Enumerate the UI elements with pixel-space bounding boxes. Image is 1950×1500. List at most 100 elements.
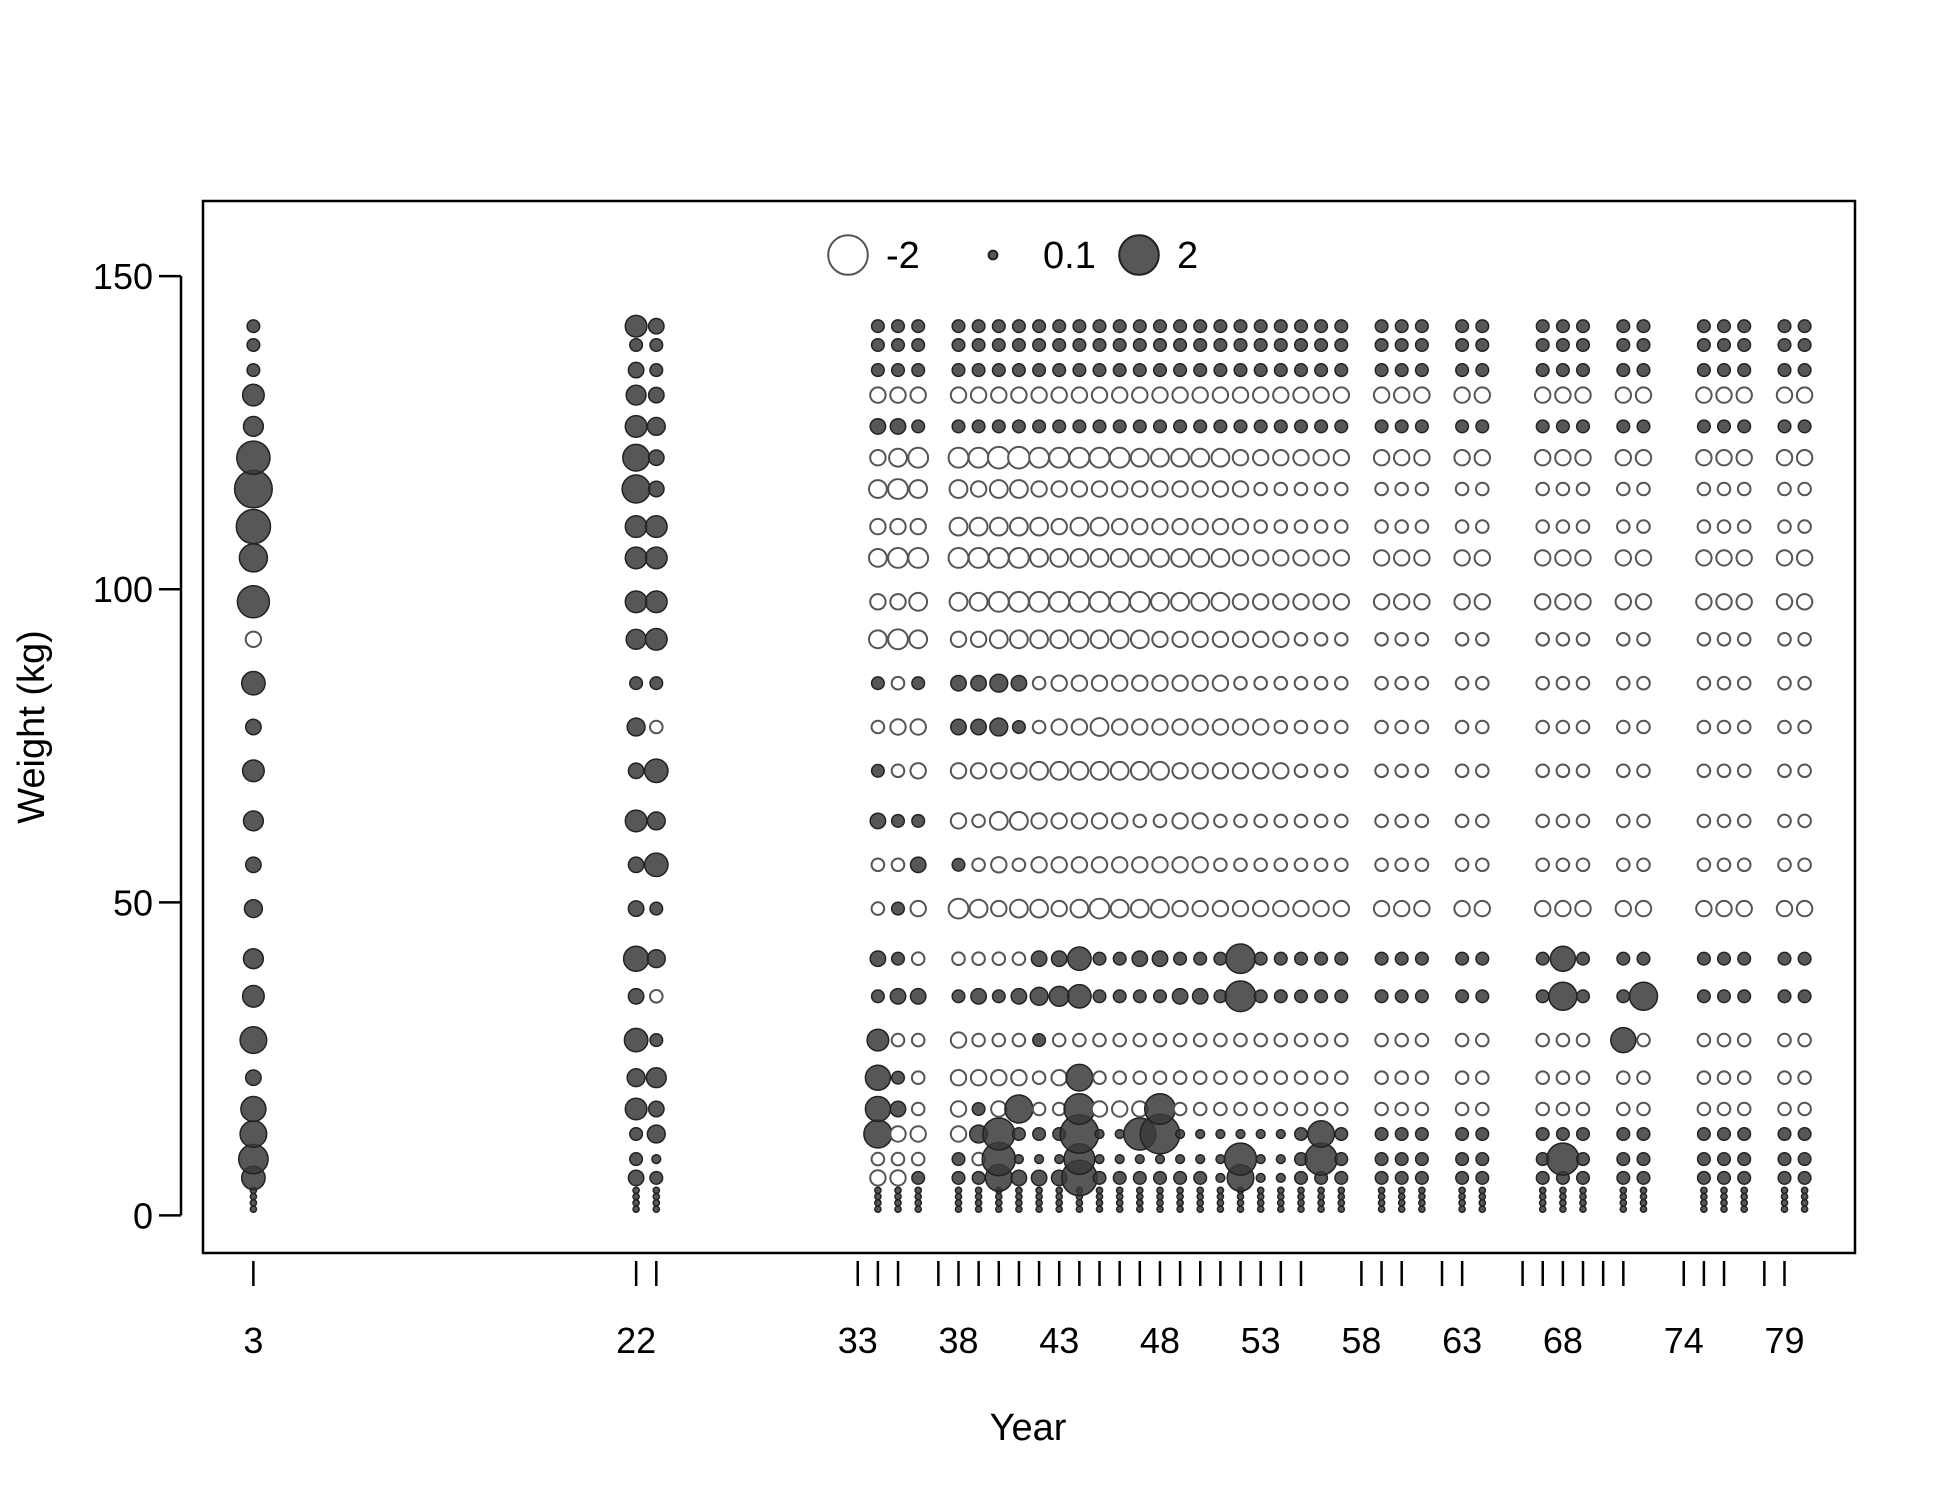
bubble-point (1636, 1032, 1651, 1048)
bubble-point (949, 1031, 968, 1049)
bubble-point (870, 719, 886, 735)
bubble-point (1010, 1169, 1028, 1187)
bubble-point (1575, 675, 1591, 691)
bubble-point (1030, 480, 1048, 498)
bubble-point (1313, 719, 1329, 735)
bubble-point (1131, 674, 1149, 692)
bubble-point (949, 1069, 968, 1087)
bubble-point (910, 1151, 926, 1167)
bubble-point (1215, 1172, 1226, 1184)
bubble-point (1089, 760, 1110, 781)
bubble-point (1414, 1170, 1429, 1185)
bubble-point (1193, 363, 1208, 378)
bubble-point (1050, 674, 1068, 692)
bubble-point (1171, 987, 1189, 1005)
bubble-point (1374, 519, 1389, 534)
bubble-point (1095, 1199, 1104, 1207)
bubble-point (629, 1152, 644, 1167)
bubble-point (1172, 1032, 1188, 1048)
bubble-point (645, 1067, 667, 1089)
bubble-point (1454, 857, 1470, 873)
bubble-point (1696, 337, 1711, 353)
bubble-point (1095, 1192, 1104, 1201)
bubble-point (1050, 480, 1068, 498)
bubble-point (1478, 1199, 1487, 1207)
bubble-point (1312, 386, 1330, 404)
bubble-point (1015, 1192, 1023, 1201)
bubble-point (1454, 675, 1470, 691)
bubble-point (1636, 1152, 1651, 1167)
bubble-point (1374, 1070, 1389, 1085)
bubble-point (1377, 1199, 1386, 1207)
bubble-point (869, 517, 887, 536)
bubble-point (623, 1027, 649, 1053)
bubble-point (1069, 548, 1090, 568)
bubble-point (1089, 717, 1110, 737)
bubble-point (1795, 549, 1814, 567)
bubble-point (649, 901, 664, 916)
bubble-point (1559, 1205, 1567, 1214)
bubble-point (949, 812, 968, 830)
bubble-point (644, 546, 668, 570)
bubble-point (1088, 446, 1111, 469)
bubble-point (1334, 989, 1349, 1004)
bubble-point (1559, 1199, 1567, 1207)
bubble-point (1414, 719, 1430, 735)
bubble-point (1696, 763, 1712, 779)
bubble-point (1716, 1152, 1732, 1167)
bubble-point (1293, 1032, 1309, 1048)
y-axis-title: Weight (kg) (11, 630, 53, 824)
bubble-point (1616, 1170, 1631, 1185)
bubble-point (1334, 719, 1349, 735)
bubble-point (1332, 449, 1351, 467)
bubble-point (1109, 629, 1130, 650)
bubble-point (909, 987, 927, 1005)
bubble-point (1453, 449, 1471, 467)
bubble-point (1009, 811, 1029, 831)
bubble-point (971, 419, 986, 434)
bubble-point (1777, 1170, 1792, 1185)
bubble-point (625, 384, 647, 406)
bubble-point (1009, 516, 1029, 537)
bubble-point (890, 813, 906, 828)
bubble-point (1735, 386, 1753, 404)
bubble-point (1211, 718, 1230, 736)
bubble-point (1272, 630, 1290, 648)
bubble-point (1397, 1205, 1406, 1214)
bubble-point (1272, 449, 1290, 467)
bubble-point (249, 1205, 258, 1214)
bubble-point (1007, 445, 1031, 470)
bubble-point (869, 950, 887, 968)
y-tick-label: 100 (93, 569, 153, 610)
bubble-point (969, 1069, 988, 1087)
bubble-point (1374, 763, 1389, 779)
bubble-point (1535, 1101, 1550, 1117)
bubble-point (627, 361, 645, 379)
bubble-point (1636, 1170, 1651, 1185)
bubble-point (1418, 1205, 1426, 1214)
bubble-point (1454, 813, 1470, 829)
bubble-point (1334, 1101, 1349, 1117)
bubble-point (1538, 1192, 1547, 1201)
bubble-point (870, 319, 885, 334)
bubble-point (1700, 1205, 1708, 1214)
bubble-point (1054, 1153, 1065, 1165)
bubble-point (1190, 591, 1211, 612)
bubble-point (948, 591, 969, 612)
bubble-point (647, 449, 665, 467)
bubble-point (1231, 899, 1250, 918)
bubble-point (1332, 899, 1351, 918)
bubble-point (1377, 1192, 1386, 1201)
bubble-point (1394, 989, 1409, 1004)
bubble-point (1636, 951, 1651, 966)
bubble-point (1616, 763, 1631, 779)
bubble-point (1575, 632, 1591, 647)
x-tick-label: 33 (838, 1320, 878, 1361)
bubble-point (1293, 951, 1309, 966)
x-tick-label: 22 (616, 1320, 656, 1361)
bubble-point (951, 319, 966, 334)
bubble-point (1716, 519, 1732, 534)
bubble-point (1131, 856, 1149, 874)
bubble-point (1171, 718, 1189, 736)
bubble-point (1775, 449, 1794, 467)
